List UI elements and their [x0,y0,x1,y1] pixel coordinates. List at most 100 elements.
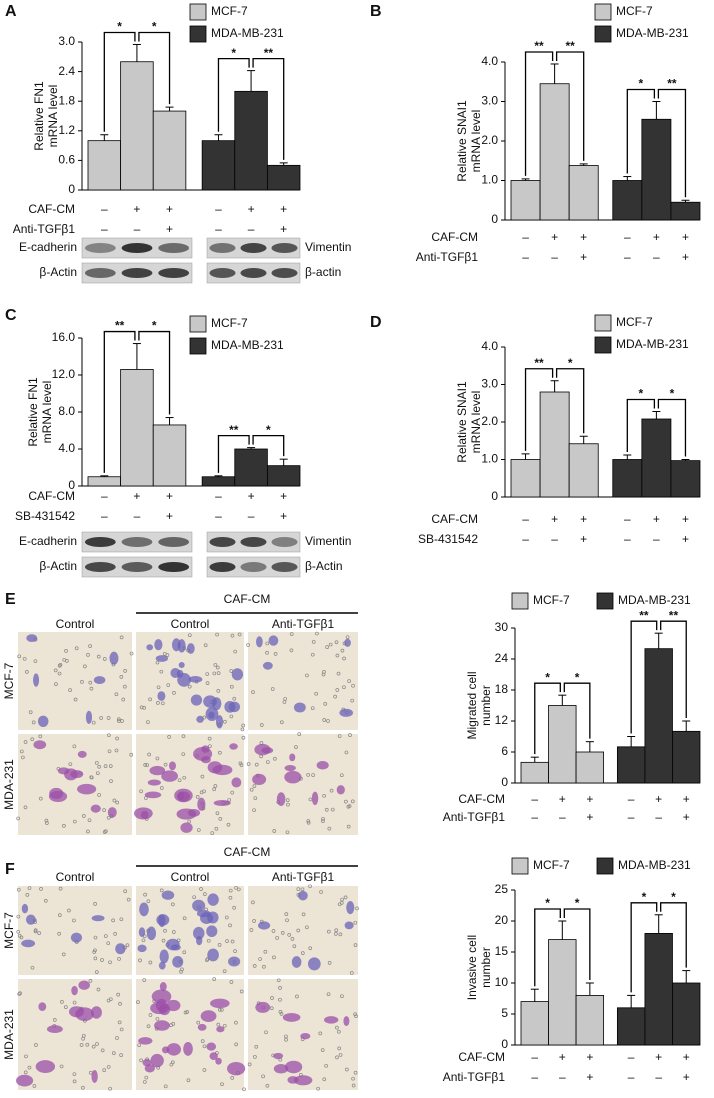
pore [37,931,41,936]
pore [83,664,87,669]
pore [216,689,221,693]
pore [300,951,305,955]
pore [249,928,254,932]
significance-bracket [630,902,658,993]
y-tick-label: 3.0 [481,377,498,391]
column-label: Control [171,870,210,884]
pore [213,784,218,788]
error-bar [521,453,530,460]
condition-sign: + [653,230,660,244]
bar [152,424,187,487]
significance-bracket [657,88,687,198]
panel-label: D [370,314,382,331]
blot-band [271,268,298,278]
significance-label: * [639,77,644,91]
pore [38,796,43,801]
pore [68,762,73,767]
pore [177,778,182,783]
cell [339,708,354,717]
group-label: CAF-CM [224,845,271,859]
pore [142,978,147,982]
bar [644,933,673,1046]
condition-sign: + [551,512,558,526]
pore [205,672,210,676]
pore [139,705,144,710]
pore [237,632,242,637]
error-bar [558,920,567,940]
pore [337,734,342,738]
bar [266,465,301,487]
bar [87,476,122,487]
pore [347,679,351,683]
y-tick-label: 4.0 [58,441,75,455]
condition-sign: + [166,222,173,236]
legend-label: MDA-MB-231 [616,26,689,40]
y-axis-label: Migrated cell [465,671,479,739]
error-bar [247,70,256,92]
pore [320,1048,325,1052]
significance-bracket [217,434,250,473]
pore [305,673,309,678]
pore [216,671,221,675]
legend-label: MCF-7 [616,4,653,18]
y-axis-label: mRNA level [46,85,60,148]
blot-band [271,537,298,547]
condition-sign: – [531,1050,538,1064]
cell [273,1052,284,1060]
condition-sign: + [586,1070,593,1084]
pore [310,706,315,711]
y-tick-label: 25 [495,882,509,896]
condition-sign: – [101,202,108,216]
condition-sign: – [522,512,529,526]
column-label: Anti-TGFβ1 [272,870,335,884]
condition-sign: + [683,810,690,824]
cell [323,1016,339,1024]
pore [344,750,349,755]
blot-band [158,243,190,253]
pore [57,931,61,936]
cell [207,893,219,906]
cell [166,1043,182,1056]
pore [117,1020,122,1025]
pore [142,1080,147,1084]
cell [307,957,321,971]
cell [16,1074,34,1087]
pore [115,736,119,741]
pore [88,644,92,648]
pore [253,796,258,801]
pore [233,949,237,954]
pore [196,1020,201,1025]
pore [308,884,312,889]
pore [137,1043,142,1048]
pore [21,755,25,760]
significance-bracket [630,620,658,734]
cell [144,1064,155,1073]
pore [322,670,326,674]
pore [186,1078,191,1083]
pore [93,902,97,906]
pore [316,1086,320,1091]
blot-band [240,268,267,278]
condition-label: Anti-TGFβ1 [443,1070,506,1084]
error-bar [627,994,636,1008]
pore [54,682,58,686]
pore [322,718,327,722]
legend-swatch [189,25,207,43]
pore [252,808,256,813]
pore [97,793,101,797]
row-label: MCF-7 [2,662,16,699]
condition-sign: + [133,489,140,503]
pore [52,1018,57,1022]
blot-band [271,243,298,253]
pore [58,886,63,891]
pore [322,1077,327,1082]
pore [273,756,277,761]
pore [218,750,222,755]
error-bar [550,63,559,84]
blot-band [209,268,236,278]
pore [43,898,48,903]
pore [326,992,331,997]
y-tick-label: 16.0 [52,330,76,344]
pore [347,804,352,808]
